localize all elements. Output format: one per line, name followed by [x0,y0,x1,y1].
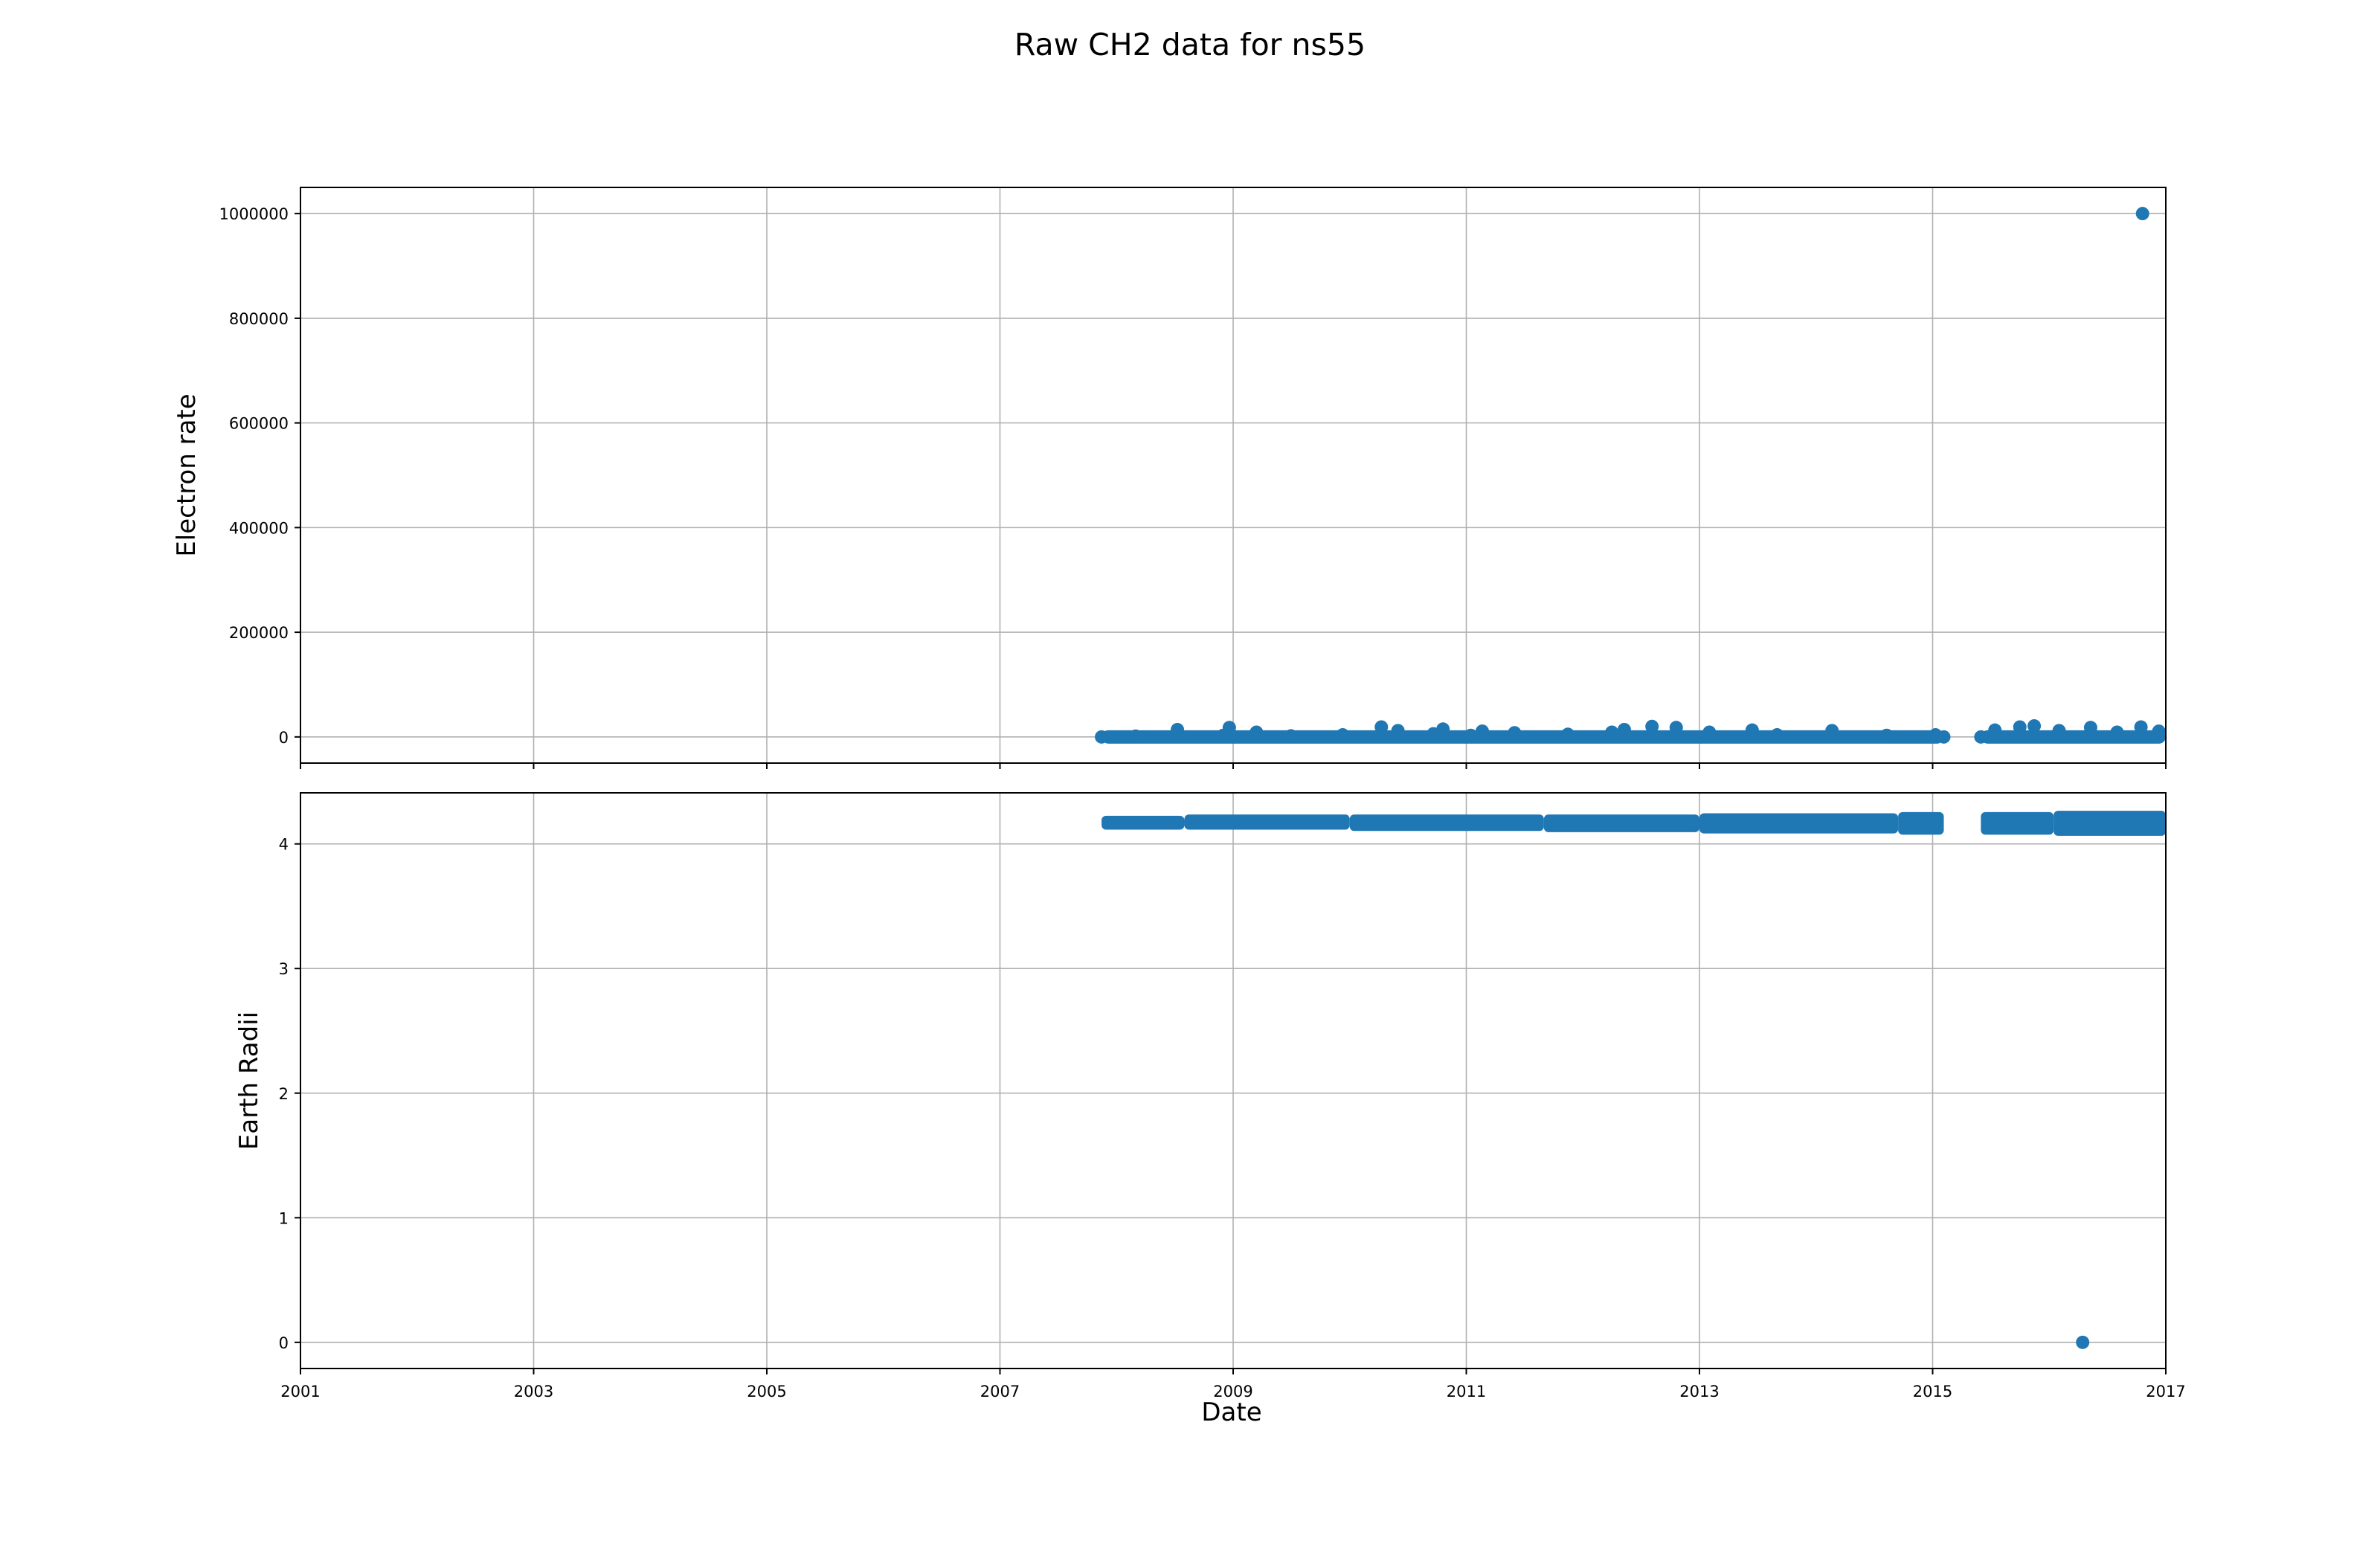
y-tick-label: 2 [279,1085,289,1103]
y-tick-label: 0 [279,1334,289,1352]
y-tick-label: 200000 [229,624,289,642]
electron-rate-point [2083,721,2097,735]
x-tick-label: 2005 [747,1383,786,1400]
electron-rate-point [1095,730,1109,744]
earth-radii-dense-band [1898,811,1944,835]
y-tick-label: 0 [279,729,289,747]
y-tick-label: 4 [279,836,289,854]
x-tick-label: 2009 [1213,1383,1252,1400]
earth-radii-point [2076,1335,2090,1349]
earth-radii-dense-band [1699,813,1899,834]
figure-title: Raw CH2 data for ns55 [1014,27,1366,62]
electron-rate-point [1475,724,1489,739]
electron-rate-ticks: 0 200000 400000 600000 800000 1000000 [219,205,2167,769]
electron-rate-point [1605,725,1619,739]
electron-rate-dense-band [1101,730,1944,744]
electron-rate-point [2052,724,2066,738]
earth-radii-data [1101,811,2166,1349]
x-tick-label: 2015 [1913,1383,1952,1400]
x-axis-label: Date [1201,1398,1261,1427]
electron-rate-point [1336,728,1350,742]
earth-radii-panel: 2001 2003 2005 2007 2009 2011 2013 2015 2017 0 1 2 3… [234,792,2186,1400]
electron-rate-point [2027,719,2042,733]
electron-rate-point [1702,725,1717,739]
y-tick-label: 3 [279,960,289,978]
earth-radii-ylabel: Earth Radii [234,1012,264,1150]
electron-rate-point [1745,723,1759,737]
y-tick-label: 800000 [229,310,289,328]
electron-rate-point [1937,730,1951,744]
electron-rate-point [1988,723,2002,737]
x-tick-label: 2017 [2146,1383,2185,1400]
x-tick-label: 2001 [280,1383,320,1400]
earth-radii-dense-band [1184,814,1350,830]
electron-rate-point [1770,728,1784,742]
x-tick-label: 2013 [1679,1383,1719,1400]
y-tick-label: 1 [279,1209,289,1227]
electron-rate-point [1284,729,1298,743]
electron-rate-point [1436,722,1450,736]
electron-rate-point [1391,724,1405,738]
electron-rate-point [2110,725,2124,739]
y-tick-label: 400000 [229,519,289,537]
electron-rate-point [1645,719,1659,733]
electron-rate-point [1669,721,1683,735]
electron-rate-point [2152,724,2166,739]
electron-rate-point [1974,730,1988,744]
earth-radii-dense-band [1981,811,2054,835]
electron-rate-point [2013,720,2027,734]
electron-rate-point [1879,728,1894,742]
electron-rate-panel: 0 200000 400000 600000 800000 1000000 Electro… [172,187,2167,769]
electron-rate-point [1508,726,1522,740]
electron-rate-point [1825,724,1839,738]
electron-rate-point [1250,725,1264,739]
electron-rate-point [1222,721,1236,735]
earth-radii-dense-band [1349,814,1544,832]
electron-rate-data [1095,207,2166,744]
electron-rate-point [1464,728,1478,742]
earth-radii-dense-band [1101,815,1185,830]
electron-rate-point [1617,722,1631,736]
electron-rate-point [1128,729,1142,743]
earth-radii-dense-band [2053,811,2166,836]
x-tick-label: 2007 [980,1383,1020,1400]
y-tick-label: 1000000 [219,205,289,223]
x-tick-label: 2003 [514,1383,553,1400]
electron-rate-point [2135,207,2149,221]
electron-rate-point [1374,720,1389,734]
y-tick-label: 600000 [229,415,289,433]
earth-radii-dense-band [1543,814,1699,832]
electron-rate-point [2134,720,2148,734]
earth-radii-ticks: 2001 2003 2005 2007 2009 2011 2013 2015 2017 0 1 2 3… [279,836,2186,1400]
electron-rate-point [1561,727,1575,742]
earth-radii-grid [300,793,2167,1368]
electron-rate-point [1171,722,1185,736]
electron-rate-ylabel: Electron rate [172,393,202,556]
x-tick-label: 2011 [1447,1383,1486,1400]
